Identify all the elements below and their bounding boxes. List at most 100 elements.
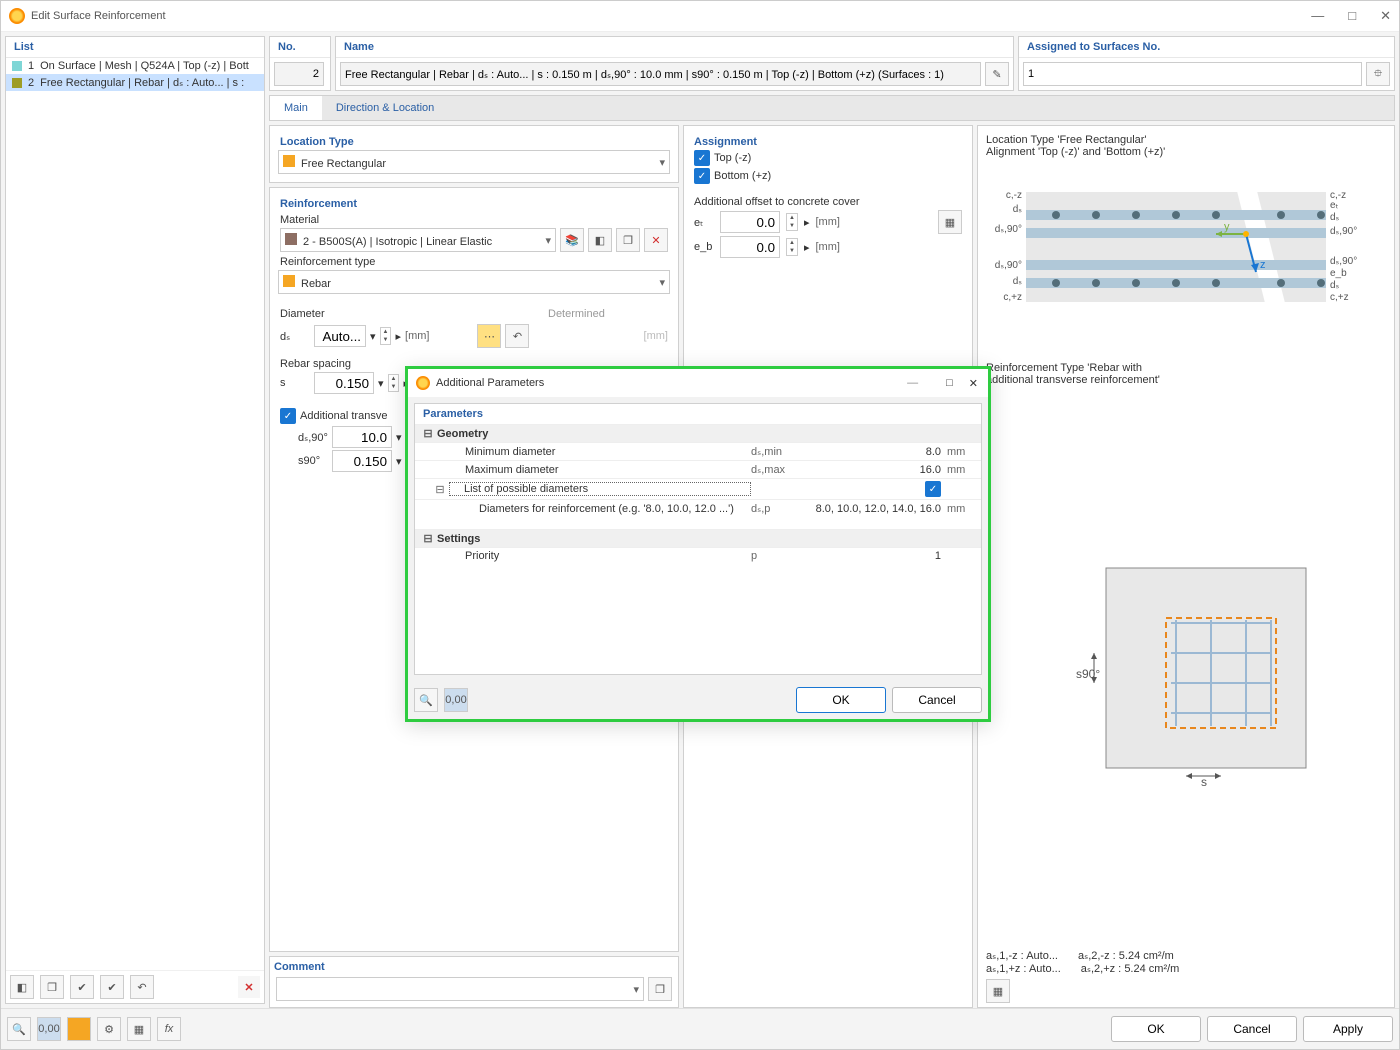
bottom-checkbox[interactable]: ✓ <box>694 168 710 184</box>
copy-material-icon[interactable]: ❐ <box>616 228 640 252</box>
tab-direction[interactable]: Direction & Location <box>322 96 448 120</box>
ds-spinner[interactable]: ▲▼ <box>380 327 392 345</box>
options-icon[interactable]: ⋯ <box>477 324 501 348</box>
tab-main[interactable]: Main <box>270 96 322 120</box>
undo-ds-icon[interactable]: ↶ <box>505 324 529 348</box>
ok-button[interactable]: OK <box>1111 1016 1201 1042</box>
modal-close-icon[interactable]: ✕ <box>969 377 978 390</box>
fx-icon[interactable]: fx <box>157 1017 181 1041</box>
modal-minimize-icon[interactable]: — <box>907 377 918 389</box>
new-icon[interactable]: ◧ <box>10 975 34 999</box>
row-diameters[interactable]: Diameters for reinforcement (e.g. '8.0, … <box>415 499 981 517</box>
modal-titlebar: Additional Parameters — □ ✕ <box>408 369 988 397</box>
et-unit: [mm] <box>815 216 839 228</box>
r4-value: 5.24 cm²/m <box>1124 963 1179 975</box>
delete-material-icon[interactable]: ✕ <box>644 228 668 252</box>
link-icon[interactable]: ▦ <box>938 210 962 234</box>
close-icon[interactable]: ✕ <box>1380 8 1391 24</box>
svg-text:c,+z: c,+z <box>1003 292 1022 303</box>
modal-maximize-icon[interactable]: □ <box>946 377 953 389</box>
tool1-icon[interactable]: ⚙ <box>97 1017 121 1041</box>
plan-diagram: s90° s <box>986 386 1386 949</box>
decimals-icon[interactable]: 0,00 <box>37 1017 61 1041</box>
chevron-down-icon: ▾ <box>545 234 551 247</box>
new-material-icon[interactable]: ◧ <box>588 228 612 252</box>
additional-parameters-dialog: Additional Parameters — □ ✕ Parameters ⊟… <box>405 366 991 722</box>
check-icon[interactable]: ✔ <box>70 975 94 999</box>
chevron-down-icon: ▾ <box>659 276 665 289</box>
location-type-dropdown[interactable]: Free Rectangular ▾ <box>278 150 670 174</box>
apply-button[interactable]: Apply <box>1303 1016 1393 1042</box>
assigned-field[interactable] <box>1023 62 1362 86</box>
svg-text:dₛ,90°: dₛ,90° <box>995 260 1022 271</box>
list-checkbox[interactable]: ✓ <box>925 481 941 497</box>
list-item[interactable]: 1 On Surface | Mesh | Q524A | Top (-z) |… <box>6 58 264 74</box>
modal-ok-button[interactable]: OK <box>796 687 886 713</box>
eb-spinner[interactable]: ▲▼ <box>786 238 798 256</box>
arrow-icon[interactable]: ▸ <box>804 241 810 254</box>
et-input[interactable] <box>720 211 780 233</box>
s-spinner[interactable]: ▲▼ <box>388 374 400 392</box>
pick-surfaces-icon[interactable]: ⯐ <box>1366 62 1390 86</box>
chevron-down-icon[interactable]: ▾ <box>378 377 384 390</box>
addtrans-checkbox[interactable]: ✓ <box>280 408 296 424</box>
library-icon[interactable]: 📚 <box>560 228 584 252</box>
cancel-button[interactable]: Cancel <box>1207 1016 1297 1042</box>
arrow-icon[interactable]: ▸ <box>804 216 810 229</box>
color-icon[interactable] <box>67 1017 91 1041</box>
name-field <box>340 62 981 86</box>
svg-text:e_b: e_b <box>1330 268 1347 279</box>
determined-label: Determined <box>548 308 668 320</box>
chevron-down-icon[interactable]: ▾ <box>396 455 402 468</box>
search-icon[interactable]: 🔍 <box>7 1017 31 1041</box>
check2-icon[interactable]: ✔ <box>100 975 124 999</box>
arrow-icon[interactable]: ▸ <box>395 330 401 343</box>
duplicate-icon[interactable]: ❐ <box>40 975 64 999</box>
results-icon[interactable]: ▦ <box>986 979 1010 1003</box>
modal-cancel-button[interactable]: Cancel <box>892 687 982 713</box>
ds90-input[interactable] <box>332 426 392 448</box>
modal-search-icon[interactable]: 🔍 <box>414 688 438 712</box>
top-checkbox[interactable]: ✓ <box>694 150 710 166</box>
window-title: Edit Surface Reinforcement <box>31 10 1311 22</box>
list-item-text: On Surface | Mesh | Q524A | Top (-z) | B… <box>40 60 249 72</box>
r3-value: Auto... <box>1029 963 1061 975</box>
row-min-diameter[interactable]: Minimum diameterdₛ,min8.0mm <box>415 442 981 460</box>
edit-name-icon[interactable]: ✎ <box>985 62 1009 86</box>
row-priority[interactable]: Priorityp1 <box>415 547 981 564</box>
group-geometry[interactable]: ⊟Geometry <box>415 424 981 442</box>
r4-label: aₛ,2,+z : <box>1081 963 1122 975</box>
group-settings[interactable]: ⊟Settings <box>415 529 981 547</box>
ds-input[interactable] <box>314 325 366 347</box>
chevron-down-icon: ▾ <box>659 156 665 169</box>
list-item[interactable]: 2 Free Rectangular | Rebar | dₛ : Auto..… <box>6 74 264 91</box>
delete-icon[interactable]: ✕ <box>238 976 260 998</box>
chevron-down-icon[interactable]: ▾ <box>396 431 402 444</box>
det-unit: [mm] <box>644 330 668 342</box>
row-max-diameter[interactable]: Maximum diameterdₛ,max16.0mm <box>415 460 981 478</box>
s-input[interactable] <box>314 372 374 394</box>
maximize-icon[interactable]: □ <box>1348 8 1356 24</box>
modal-decimals-icon[interactable]: 0,00 <box>444 688 468 712</box>
row-list-diameters[interactable]: ⊟List of possible diameters✓ <box>415 478 981 499</box>
ds90-symbol: dₛ,90° <box>298 431 328 444</box>
s90-symbol: s90° <box>298 455 328 467</box>
svg-text:dₛ,90°: dₛ,90° <box>995 224 1022 235</box>
comment-pick-icon[interactable]: ❐ <box>648 977 672 1001</box>
comment-dropdown[interactable]: ▾ <box>276 977 644 1001</box>
assigned-label: Assigned to Surfaces No. <box>1019 37 1394 58</box>
undo-icon[interactable]: ↶ <box>130 975 154 999</box>
right-reinf-line1: Reinforcement Type 'Rebar with <box>986 362 1386 374</box>
eb-input[interactable] <box>720 236 780 258</box>
right-loc-line1: Location Type 'Free Rectangular' <box>986 134 1386 146</box>
r1-label: aₛ,1,-z : <box>986 950 1024 962</box>
chevron-down-icon[interactable]: ▾ <box>370 330 376 343</box>
reinf-type-dropdown[interactable]: Rebar ▾ <box>278 270 670 294</box>
s90-input[interactable] <box>332 450 392 472</box>
minimize-icon[interactable]: — <box>1311 8 1324 24</box>
tool2-icon[interactable]: ▦ <box>127 1017 151 1041</box>
et-spinner[interactable]: ▲▼ <box>786 213 798 231</box>
material-dropdown[interactable]: 2 - B500S(A) | Isotropic | Linear Elasti… <box>280 228 556 252</box>
svg-text:dₛ,90°: dₛ,90° <box>1330 256 1357 267</box>
ds-symbol: dₛ <box>280 330 310 343</box>
